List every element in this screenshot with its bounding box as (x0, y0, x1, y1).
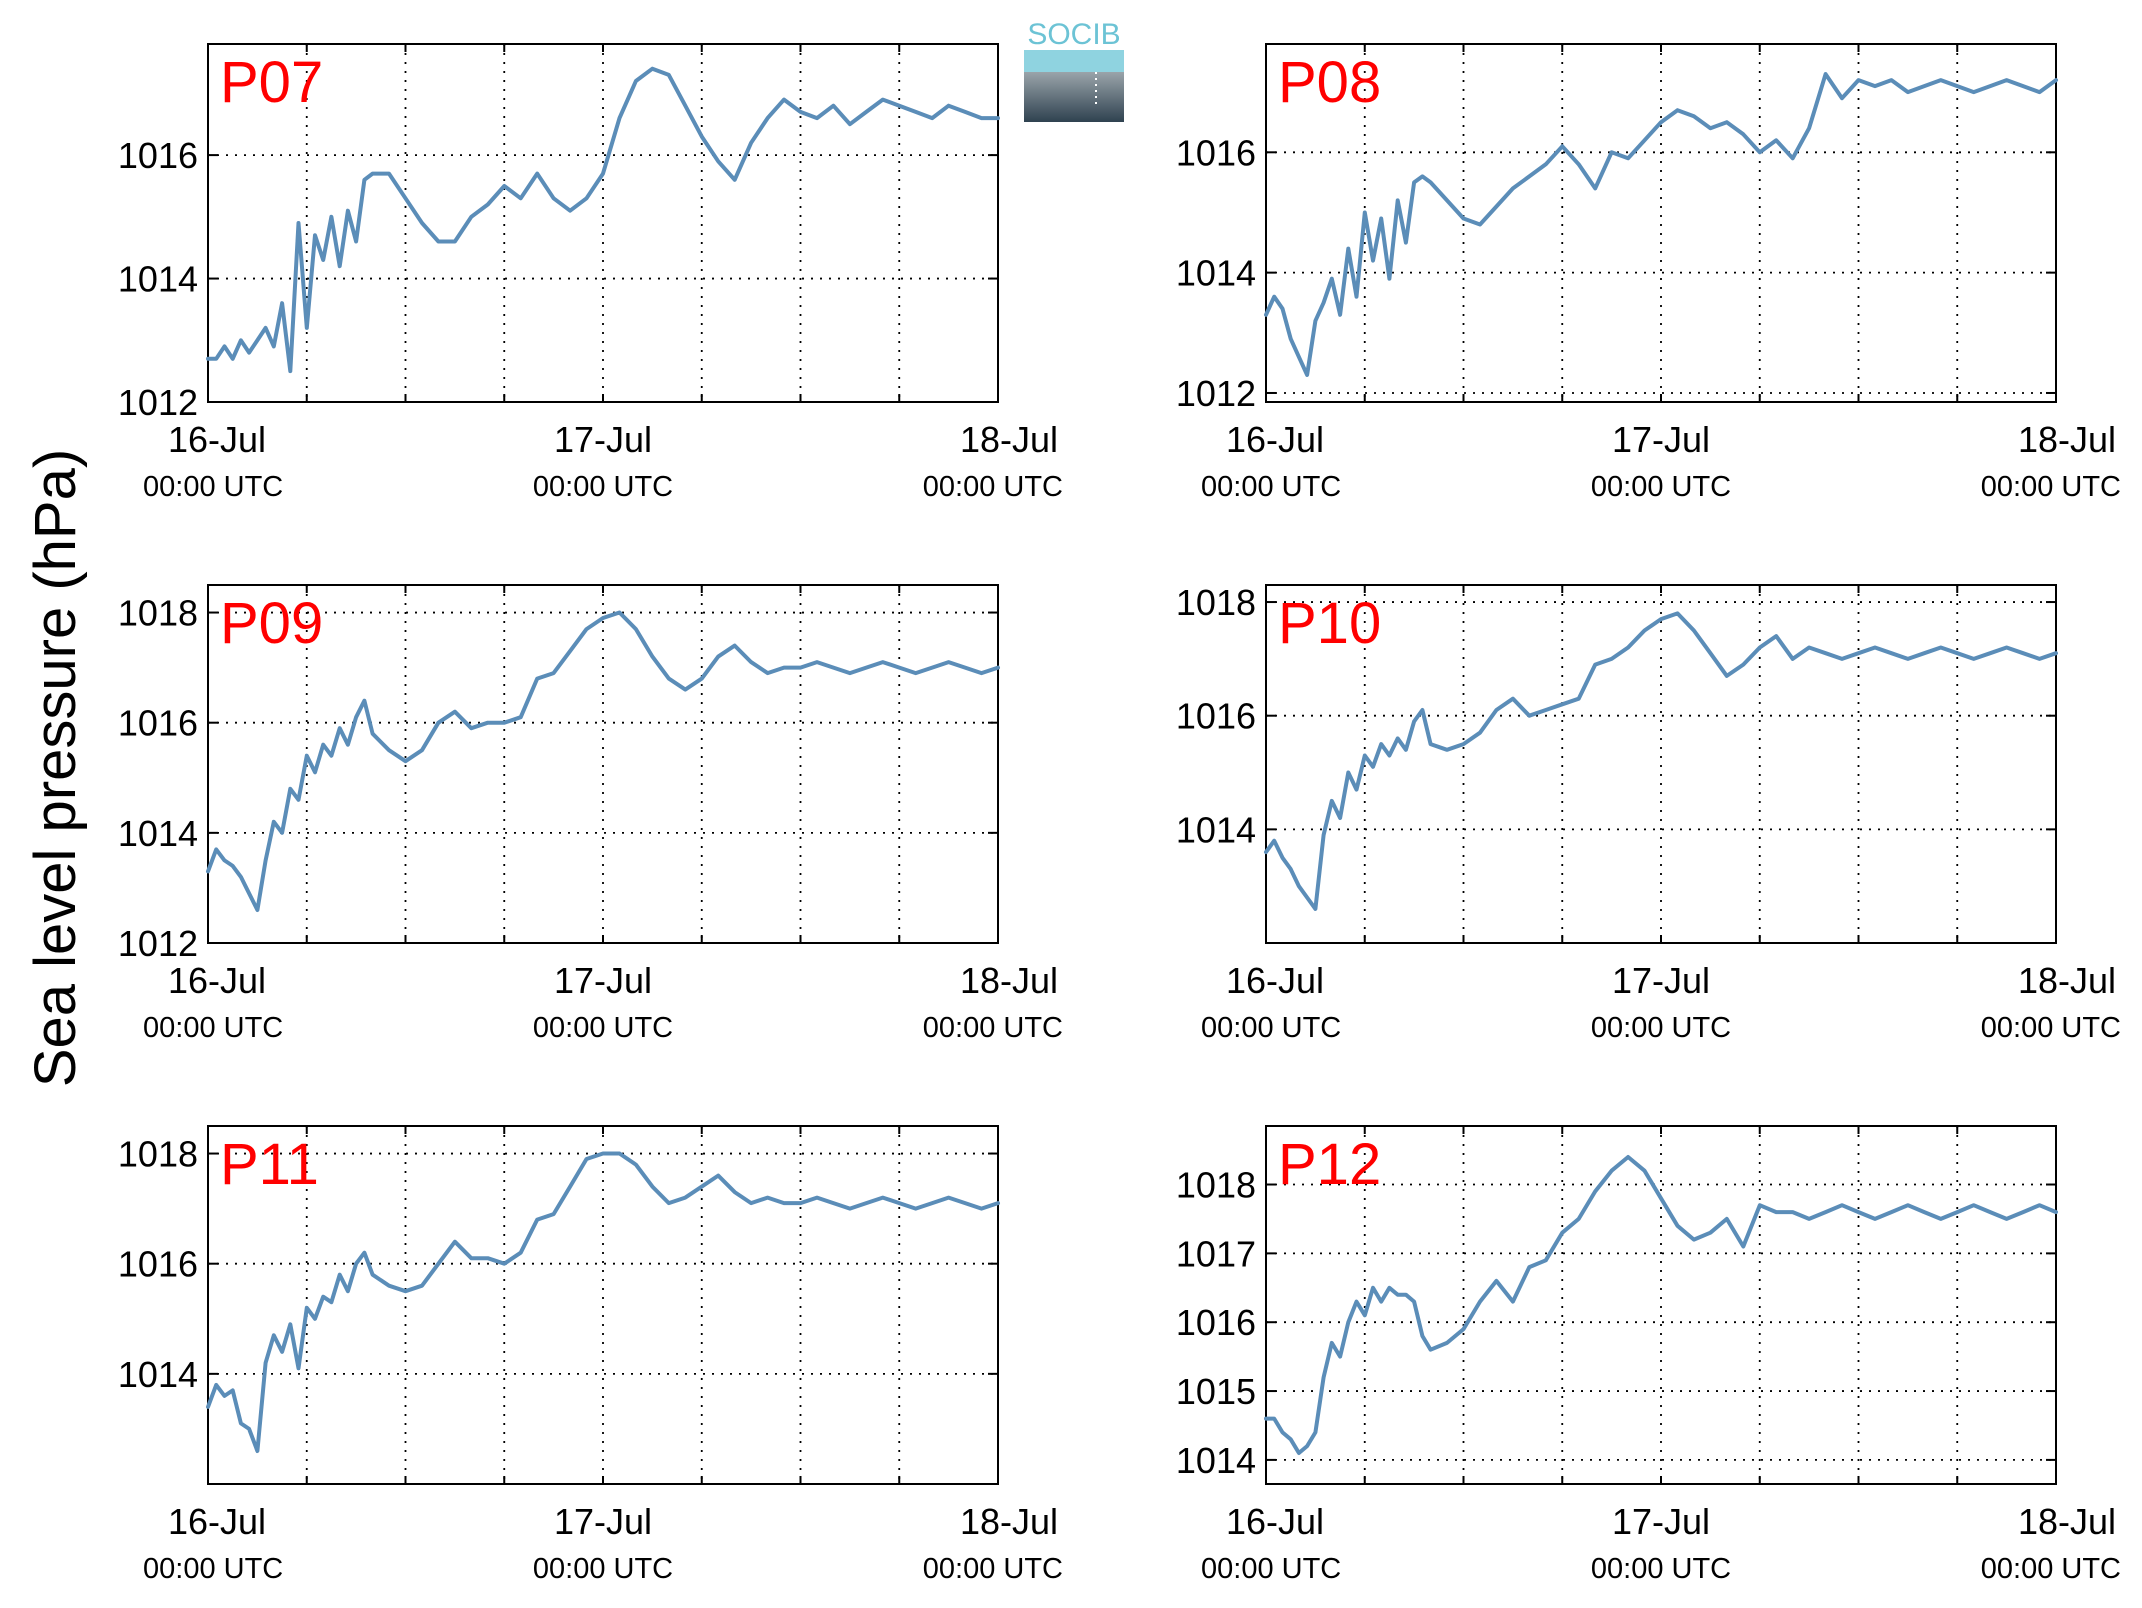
x-tick-label: 18-Jul (2018, 1501, 2116, 1542)
station-label: P07 (220, 50, 323, 115)
x-tick-label: 16-Jul (1226, 960, 1324, 1001)
plot-frame (1265, 43, 2057, 403)
y-tick-label: 1014 (118, 259, 198, 300)
plot-frame (207, 43, 999, 403)
logo-text: SOCIB (1027, 18, 1120, 51)
x-tick-label: 18-Jul (2018, 960, 2116, 1001)
x-tick-sublabel: 00:00 UTC (533, 1553, 673, 1585)
x-tick-sublabel: 00:00 UTC (1591, 1553, 1731, 1585)
x-tick-label: 17-Jul (554, 1501, 652, 1542)
x-tick-sublabel: 00:00 UTC (923, 471, 1063, 503)
y-tick-label: 1014 (1176, 809, 1256, 850)
x-tick-sublabel: 00:00 UTC (533, 1012, 673, 1044)
x-tick-label: 16-Jul (168, 1501, 266, 1542)
x-tick-label: 18-Jul (960, 960, 1058, 1001)
panels: 1012 1014 1016 16-Jul 00:00 UTC 17-Jul 00:00 U… (118, 43, 2121, 1585)
x-tick-label: 18-Jul (960, 1501, 1058, 1542)
x-tick-label: 16-Jul (1226, 1501, 1324, 1542)
x-tick-sublabel: 00:00 UTC (1591, 471, 1731, 503)
plot-frame (207, 584, 999, 944)
chart-panel-p10: 1014 1016 1018 16-Jul 00:00 UTC 17-Jul 00:00 U… (1176, 582, 2121, 1044)
pressure-series-line (206, 1151, 1000, 1453)
pressure-series-line (206, 610, 1000, 912)
station-label: P12 (1278, 1132, 1381, 1197)
y-tick-label: 1018 (118, 1134, 198, 1175)
x-tick-label: 16-Jul (1226, 419, 1324, 460)
logo-band-icon (1024, 50, 1124, 72)
y-axis-label: Sea level pressure (hPa) (23, 449, 88, 1087)
x-tick-label: 16-Jul (168, 419, 266, 460)
y-tick-label: 1016 (1176, 132, 1256, 173)
y-tick-label: 1014 (118, 813, 198, 854)
x-tick-label: 18-Jul (2018, 419, 2116, 460)
x-tick-sublabel: 00:00 UTC (143, 471, 283, 503)
y-tick-label: 1012 (118, 382, 198, 423)
y-tick-label: 1016 (1176, 1302, 1256, 1343)
pressure-series-line (1264, 1155, 2058, 1455)
x-tick-sublabel: 00:00 UTC (1201, 1553, 1341, 1585)
x-tick-label: 17-Jul (1612, 419, 1710, 460)
plot-frame (1265, 1125, 2057, 1485)
plot-frame (1265, 584, 2057, 944)
pressure-series-line (206, 66, 1000, 374)
y-tick-label: 1012 (118, 923, 198, 964)
y-tick-label: 1017 (1176, 1233, 1256, 1274)
x-tick-sublabel: 00:00 UTC (1591, 1012, 1731, 1044)
y-tick-label: 1018 (118, 593, 198, 634)
y-tick-label: 1014 (1176, 253, 1256, 294)
x-tick-sublabel: 00:00 UTC (143, 1553, 283, 1585)
x-tick-sublabel: 00:00 UTC (1201, 1012, 1341, 1044)
x-tick-label: 16-Jul (168, 960, 266, 1001)
x-tick-label: 18-Jul (960, 419, 1058, 460)
x-tick-sublabel: 00:00 UTC (923, 1012, 1063, 1044)
x-tick-label: 17-Jul (554, 419, 652, 460)
y-tick-label: 1018 (1176, 582, 1256, 623)
y-tick-label: 1016 (118, 135, 198, 176)
y-tick-label: 1018 (1176, 1165, 1256, 1206)
x-tick-sublabel: 00:00 UTC (923, 1553, 1063, 1585)
y-tick-label: 1016 (118, 703, 198, 744)
station-label: P10 (1278, 591, 1381, 656)
y-tick-label: 1014 (1176, 1440, 1256, 1481)
x-tick-label: 17-Jul (554, 960, 652, 1001)
socib-logo: SOCIB (1024, 18, 1124, 122)
chart-panel-p07: 1012 1014 1016 16-Jul 00:00 UTC 17-Jul 00:00 U… (118, 43, 1063, 503)
x-tick-sublabel: 00:00 UTC (1201, 471, 1341, 503)
chart-panel-p11: 1014 1016 1018 16-Jul 00:00 UTC 17-Jul 00:00 U… (118, 1125, 1063, 1585)
pressure-series-line (1264, 611, 2058, 911)
y-tick-label: 1014 (118, 1354, 198, 1395)
station-label: P11 (220, 1132, 319, 1197)
plot-frame (207, 1125, 999, 1485)
chart-panel-p09: 1012 1014 1016 1018 16-Jul 00:00 UTC 17-Jul 00:… (118, 584, 1063, 1044)
y-tick-label: 1012 (1176, 373, 1256, 414)
y-tick-label: 1016 (1176, 696, 1256, 737)
chart-panel-p08: 1012 1014 1016 16-Jul 00:00 UTC 17-Jul 00:00 U… (1176, 43, 2121, 503)
x-tick-label: 17-Jul (1612, 960, 1710, 1001)
pressure-series-line (1264, 72, 2058, 377)
x-tick-sublabel: 00:00 UTC (1981, 1553, 2121, 1585)
y-tick-label: 1016 (118, 1244, 198, 1285)
y-tick-label: 1015 (1176, 1371, 1256, 1412)
x-tick-sublabel: 00:00 UTC (533, 471, 673, 503)
x-tick-sublabel: 00:00 UTC (143, 1012, 283, 1044)
x-tick-sublabel: 00:00 UTC (1981, 471, 2121, 503)
station-label: P08 (1278, 50, 1381, 115)
chart-panel-p12: 1014 1015 1016 1017 1018 16-Jul 00:00 UTC 17-Ju… (1176, 1125, 2121, 1585)
logo-sea-icon (1024, 72, 1124, 122)
x-tick-sublabel: 00:00 UTC (1981, 1012, 2121, 1044)
x-tick-label: 17-Jul (1612, 1501, 1710, 1542)
station-label: P09 (220, 591, 323, 656)
